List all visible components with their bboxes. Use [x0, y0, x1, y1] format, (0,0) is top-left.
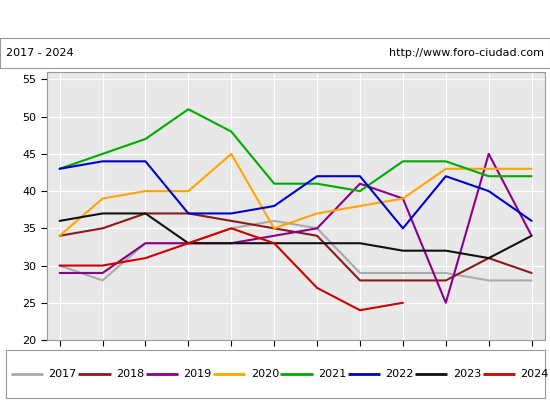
Text: 2017 - 2024: 2017 - 2024 [6, 48, 73, 58]
Text: http://www.foro-ciudad.com: http://www.foro-ciudad.com [389, 48, 544, 58]
Text: 2023: 2023 [453, 369, 481, 379]
Text: Evolucion del paro registrado en Aldeaquemada: Evolucion del paro registrado en Aldeaqu… [98, 12, 452, 26]
Text: 2021: 2021 [318, 369, 346, 379]
Text: 2024: 2024 [520, 369, 548, 379]
Text: 2018: 2018 [116, 369, 144, 379]
Text: 2017: 2017 [48, 369, 77, 379]
Text: 2022: 2022 [386, 369, 414, 379]
Text: 2019: 2019 [183, 369, 212, 379]
Text: 2020: 2020 [251, 369, 279, 379]
